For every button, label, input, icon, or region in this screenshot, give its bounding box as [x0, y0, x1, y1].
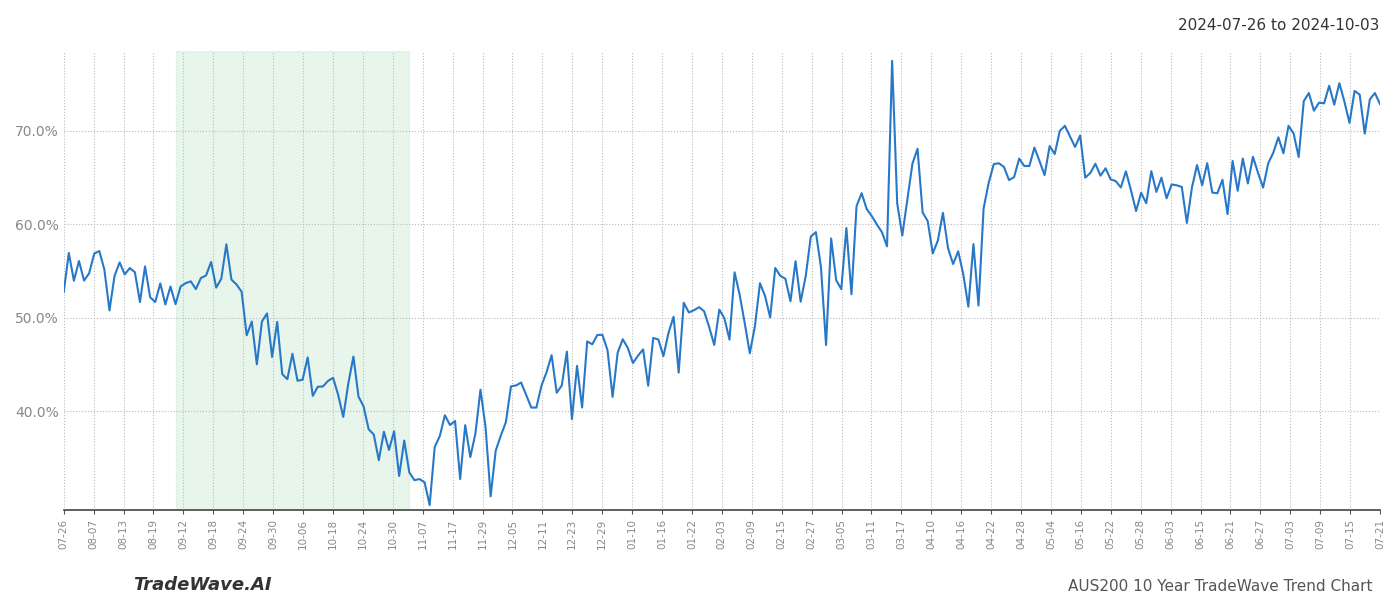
Text: TradeWave.AI: TradeWave.AI [133, 576, 272, 594]
Text: AUS200 10 Year TradeWave Trend Chart: AUS200 10 Year TradeWave Trend Chart [1067, 579, 1372, 594]
Bar [175, 51, 409, 510]
Text: 2024-07-26 to 2024-10-03: 2024-07-26 to 2024-10-03 [1177, 18, 1379, 33]
